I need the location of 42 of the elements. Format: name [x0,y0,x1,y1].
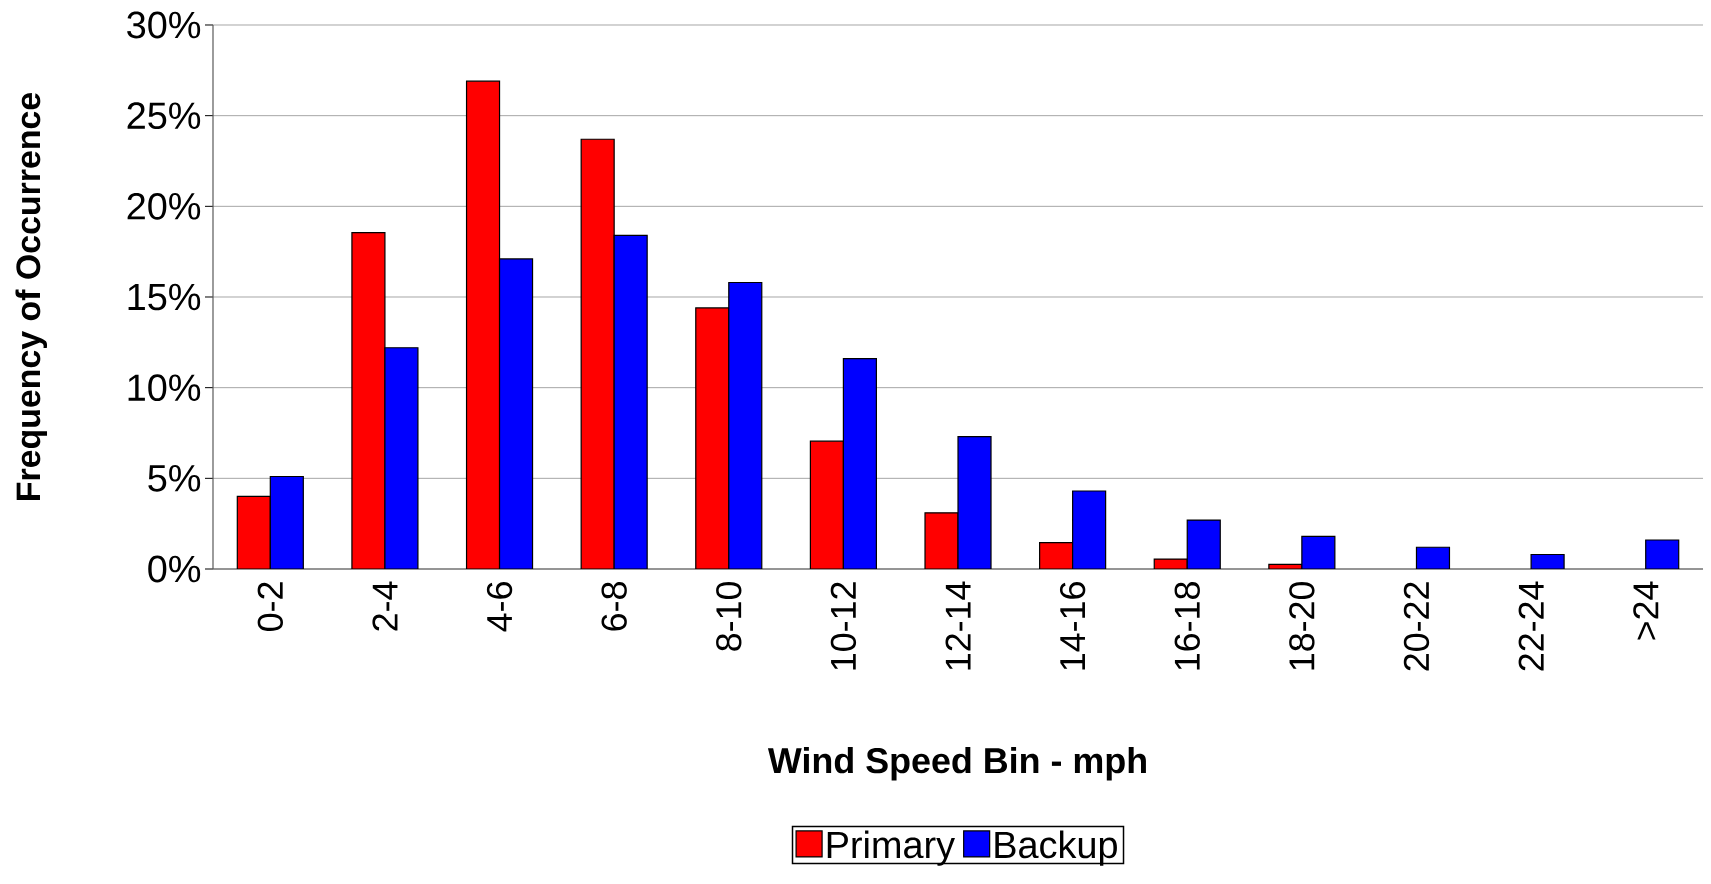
y-tick-label: 15% [128,283,201,311]
x-tick-label: 8-10 [716,581,742,651]
y-tick-label: 10% [128,374,201,402]
y-axis-title: Frequency of Occurrence [15,93,48,500]
legend-label: Primary [827,830,955,866]
x-tick-label: 18-20 [1289,581,1315,670]
bar [498,258,534,569]
x-tick-label: 10-12 [830,582,857,670]
x-tick-label: 6-8 [601,582,627,631]
bar [809,440,844,569]
bar [924,512,959,569]
bar [695,307,730,569]
bar [580,138,615,569]
bar [236,495,271,569]
y-tick-label: 5% [148,465,201,492]
y-tick-label: 0% [148,555,201,583]
x-tick-label: 12-14 [945,581,971,670]
x-axis-title: Wind Speed Bin - mph [767,747,1146,781]
bar [1072,490,1107,569]
bar [728,281,763,569]
x-tick-label: >24 [1633,581,1659,640]
bar [351,232,386,569]
x-tick-label: 4-6 [486,582,513,632]
bar [613,234,648,569]
x-tick-label: 14-16 [1059,582,1086,670]
bar [842,358,877,569]
bar [269,475,304,569]
legend-label: Backup [995,830,1117,866]
x-tick-label: 2-4 [372,581,398,631]
y-tick-label: 30% [127,11,201,39]
x-tick-label: 0-2 [257,582,283,631]
x-tick-label: 16-18 [1174,582,1200,670]
y-tick-label: 25% [127,102,201,130]
x-tick-label: 22-24 [1518,581,1544,671]
y-tick-label: 20% [127,192,201,220]
bar [465,80,501,569]
x-tick-label: 20-22 [1403,582,1430,671]
bar [1186,519,1221,569]
bar [1645,539,1680,569]
bar [384,347,419,569]
bar [957,436,992,569]
bar [1039,542,1074,569]
